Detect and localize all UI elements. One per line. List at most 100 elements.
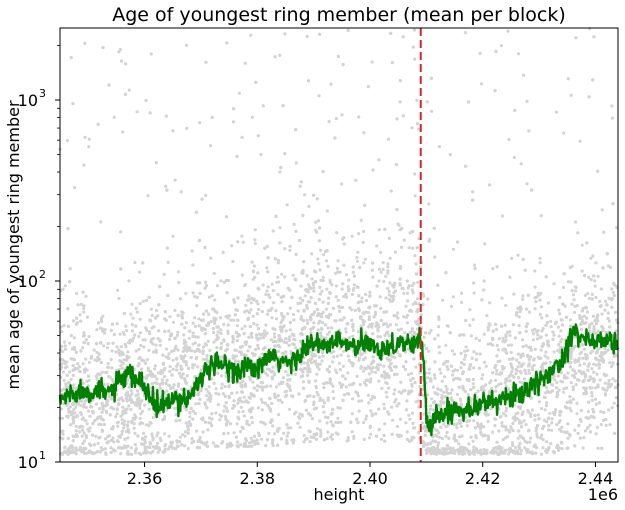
- scatter-point: [556, 448, 561, 452]
- scatter-point: [519, 425, 524, 429]
- scatter-point: [310, 252, 314, 256]
- scatter-point: [508, 333, 512, 337]
- scatter-point: [367, 401, 371, 405]
- scatter-point: [171, 320, 176, 324]
- scatter-point: [445, 447, 449, 451]
- scatter-point: [124, 324, 128, 328]
- scatter-point: [566, 77, 570, 81]
- scatter-point: [79, 424, 83, 428]
- scatter-point: [211, 441, 215, 445]
- scatter-point: [602, 410, 606, 415]
- scatter-point: [481, 373, 485, 377]
- scatter-point: [102, 331, 107, 335]
- scatter-point: [105, 441, 109, 445]
- scatter-point: [605, 303, 609, 307]
- scatter-point: [98, 450, 102, 454]
- scatter-point: [442, 422, 446, 426]
- scatter-point: [597, 363, 602, 367]
- scatter-point: [301, 370, 305, 374]
- scatter-point: [82, 402, 86, 406]
- scatter-point: [272, 373, 277, 377]
- scatter-point: [322, 253, 326, 257]
- scatter-point: [100, 401, 104, 405]
- scatter-point: [240, 234, 244, 238]
- scatter-point: [572, 310, 577, 315]
- scatter-point: [549, 442, 553, 446]
- scatter-point: [178, 435, 182, 439]
- scatter-point: [264, 444, 268, 448]
- scatter-point: [253, 238, 257, 242]
- scatter-point: [188, 415, 192, 419]
- scatter-point: [151, 342, 155, 346]
- scatter-point: [221, 250, 225, 255]
- scatter-point: [449, 364, 453, 368]
- scatter-point: [532, 358, 536, 362]
- scatter-point: [169, 350, 174, 354]
- scatter-point: [324, 415, 328, 419]
- scatter-point: [405, 437, 409, 441]
- scatter-point: [568, 265, 572, 270]
- scatter-point: [585, 241, 589, 245]
- scatter-point: [260, 381, 264, 385]
- scatter-point: [211, 327, 215, 331]
- scatter-point: [581, 379, 585, 384]
- scatter-point: [226, 409, 230, 413]
- scatter-point: [101, 46, 105, 50]
- scatter-point: [389, 353, 393, 357]
- scatter-point: [591, 254, 595, 258]
- scatter-point: [579, 408, 584, 413]
- scatter-point: [259, 333, 263, 337]
- scatter-point: [385, 381, 389, 386]
- scatter-point: [116, 446, 121, 450]
- scatter-point: [272, 301, 276, 305]
- scatter-point: [324, 381, 328, 385]
- scatter-point: [482, 332, 486, 336]
- scatter-point: [480, 377, 484, 381]
- scatter-point: [217, 392, 221, 396]
- scatter-point: [341, 364, 345, 368]
- scatter-point: [305, 274, 309, 278]
- scatter-point: [129, 312, 133, 316]
- scatter-point: [313, 310, 317, 314]
- scatter-point: [314, 433, 318, 437]
- scatter-point: [255, 299, 259, 303]
- scatter-point: [135, 401, 139, 405]
- scatter-point: [253, 442, 257, 446]
- scatter-point: [271, 441, 275, 445]
- scatter-point: [614, 396, 619, 400]
- scatter-point: [184, 321, 188, 325]
- scatter-point: [355, 259, 359, 263]
- scatter-point: [480, 298, 484, 302]
- scatter-point: [263, 385, 267, 389]
- scatter-point: [336, 416, 340, 420]
- scatter-point: [433, 376, 437, 380]
- scatter-point: [281, 317, 285, 322]
- scatter-point: [305, 289, 309, 293]
- scatter-point: [184, 291, 188, 295]
- scatter-point: [534, 445, 539, 450]
- scatter-point: [533, 347, 537, 351]
- scatter-point: [422, 294, 426, 298]
- scatter-point: [127, 404, 131, 408]
- scatter-point: [505, 406, 509, 410]
- scatter-point: [309, 318, 313, 322]
- scatter-point: [302, 260, 306, 264]
- scatter-point: [65, 373, 69, 377]
- scatter-point: [404, 304, 408, 308]
- scatter-point: [301, 268, 305, 273]
- scatter-point: [318, 226, 322, 230]
- scatter-point: [472, 263, 476, 267]
- scatter-point: [167, 434, 171, 438]
- scatter-point: [518, 309, 522, 314]
- scatter-point: [382, 322, 386, 326]
- scatter-point: [560, 447, 564, 451]
- scatter-point: [580, 315, 584, 320]
- scatter-point: [302, 440, 306, 444]
- scatter-point: [453, 451, 457, 455]
- scatter-point: [427, 371, 431, 375]
- scatter-point: [377, 407, 381, 411]
- scatter-point: [378, 295, 382, 299]
- scatter-point: [112, 440, 116, 444]
- scatter-point: [178, 440, 182, 444]
- scatter-point: [508, 379, 512, 383]
